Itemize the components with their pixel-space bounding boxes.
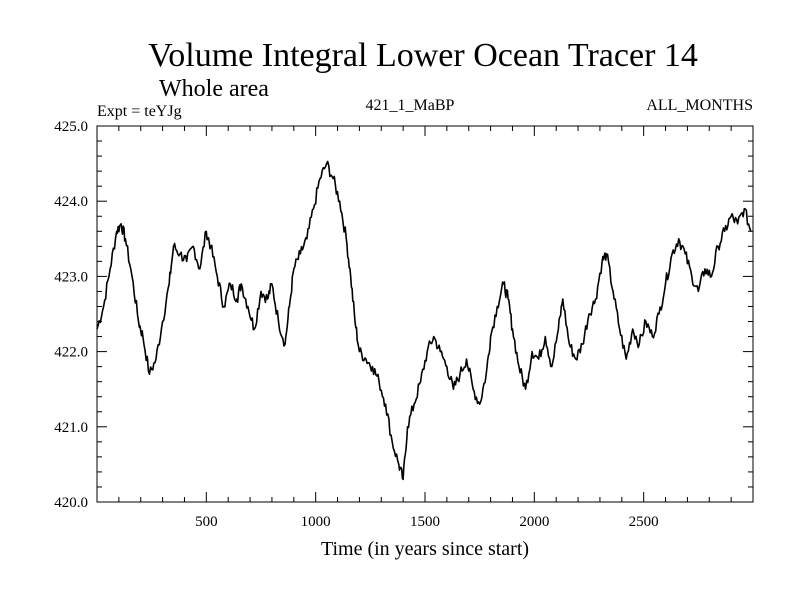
axis-ticks bbox=[97, 125, 753, 503]
series-line-tracer-14 bbox=[96, 160, 752, 481]
y-tick-label: 420.0 bbox=[54, 495, 88, 511]
x-tick-label: 2000 bbox=[519, 514, 549, 530]
x-tick-label: 1000 bbox=[301, 514, 331, 530]
y-tick-label: 424.0 bbox=[54, 194, 88, 210]
plot-frame bbox=[96, 125, 754, 503]
y-tick-label: 422.0 bbox=[54, 345, 88, 361]
x-tick-label: 2500 bbox=[629, 514, 659, 530]
run-label: 421_1_MaBP bbox=[366, 97, 455, 114]
x-axis-label: Time (in years since start) bbox=[321, 538, 529, 560]
x-tick-label: 1500 bbox=[410, 514, 440, 530]
y-tick-label: 421.0 bbox=[54, 420, 88, 436]
chart-title: Volume Integral Lower Ocean Tracer 14 bbox=[148, 37, 698, 74]
y-tick-label: 425.0 bbox=[54, 119, 88, 135]
x-tick-labels: 500 1000 1500 2000 2500 bbox=[195, 514, 659, 530]
chart-subtitle: Whole area bbox=[159, 76, 269, 102]
y-tick-label: 423.0 bbox=[54, 269, 88, 285]
months-label: ALL_MONTHS bbox=[646, 97, 753, 114]
x-tick-label: 500 bbox=[195, 514, 218, 530]
experiment-label: Expt = teYJg bbox=[97, 103, 182, 120]
y-tick-labels: 420.0 421.0 422.0 423.0 424.0 425.0 bbox=[54, 119, 88, 511]
